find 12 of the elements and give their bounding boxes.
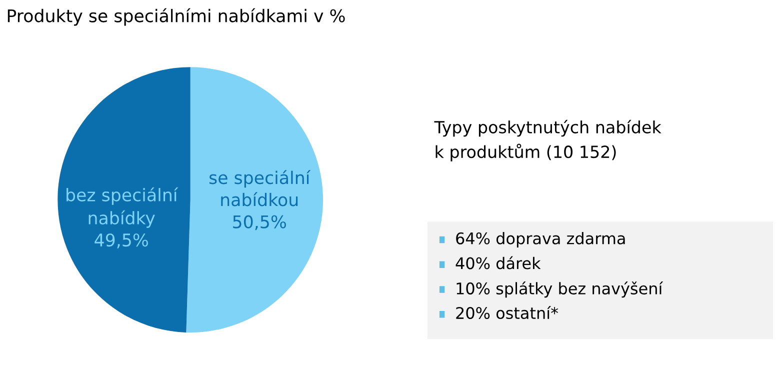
text: 64% doprava zdarma bbox=[456, 232, 625, 248]
slice-label: se speciální nabídkou bbox=[209, 170, 311, 206]
text: 40% dárek bbox=[456, 256, 541, 270]
data-label: 50,5% bbox=[233, 215, 286, 230]
pie-slice bbox=[186, 67, 324, 333]
text: Typy poskytnutých nabídek k produktům (10 152) bbox=[434, 120, 662, 162]
data-label: 49,5% bbox=[94, 233, 148, 248]
slice-label: bez speciální nabídky bbox=[66, 187, 178, 228]
text: 20% ostatní* bbox=[456, 306, 558, 320]
pie-slice bbox=[58, 67, 190, 332]
text: 10% splátky bez navýšení bbox=[456, 281, 664, 298]
chart-title: Produkty se speciálními nabídkami v % bbox=[8, 8, 345, 26]
